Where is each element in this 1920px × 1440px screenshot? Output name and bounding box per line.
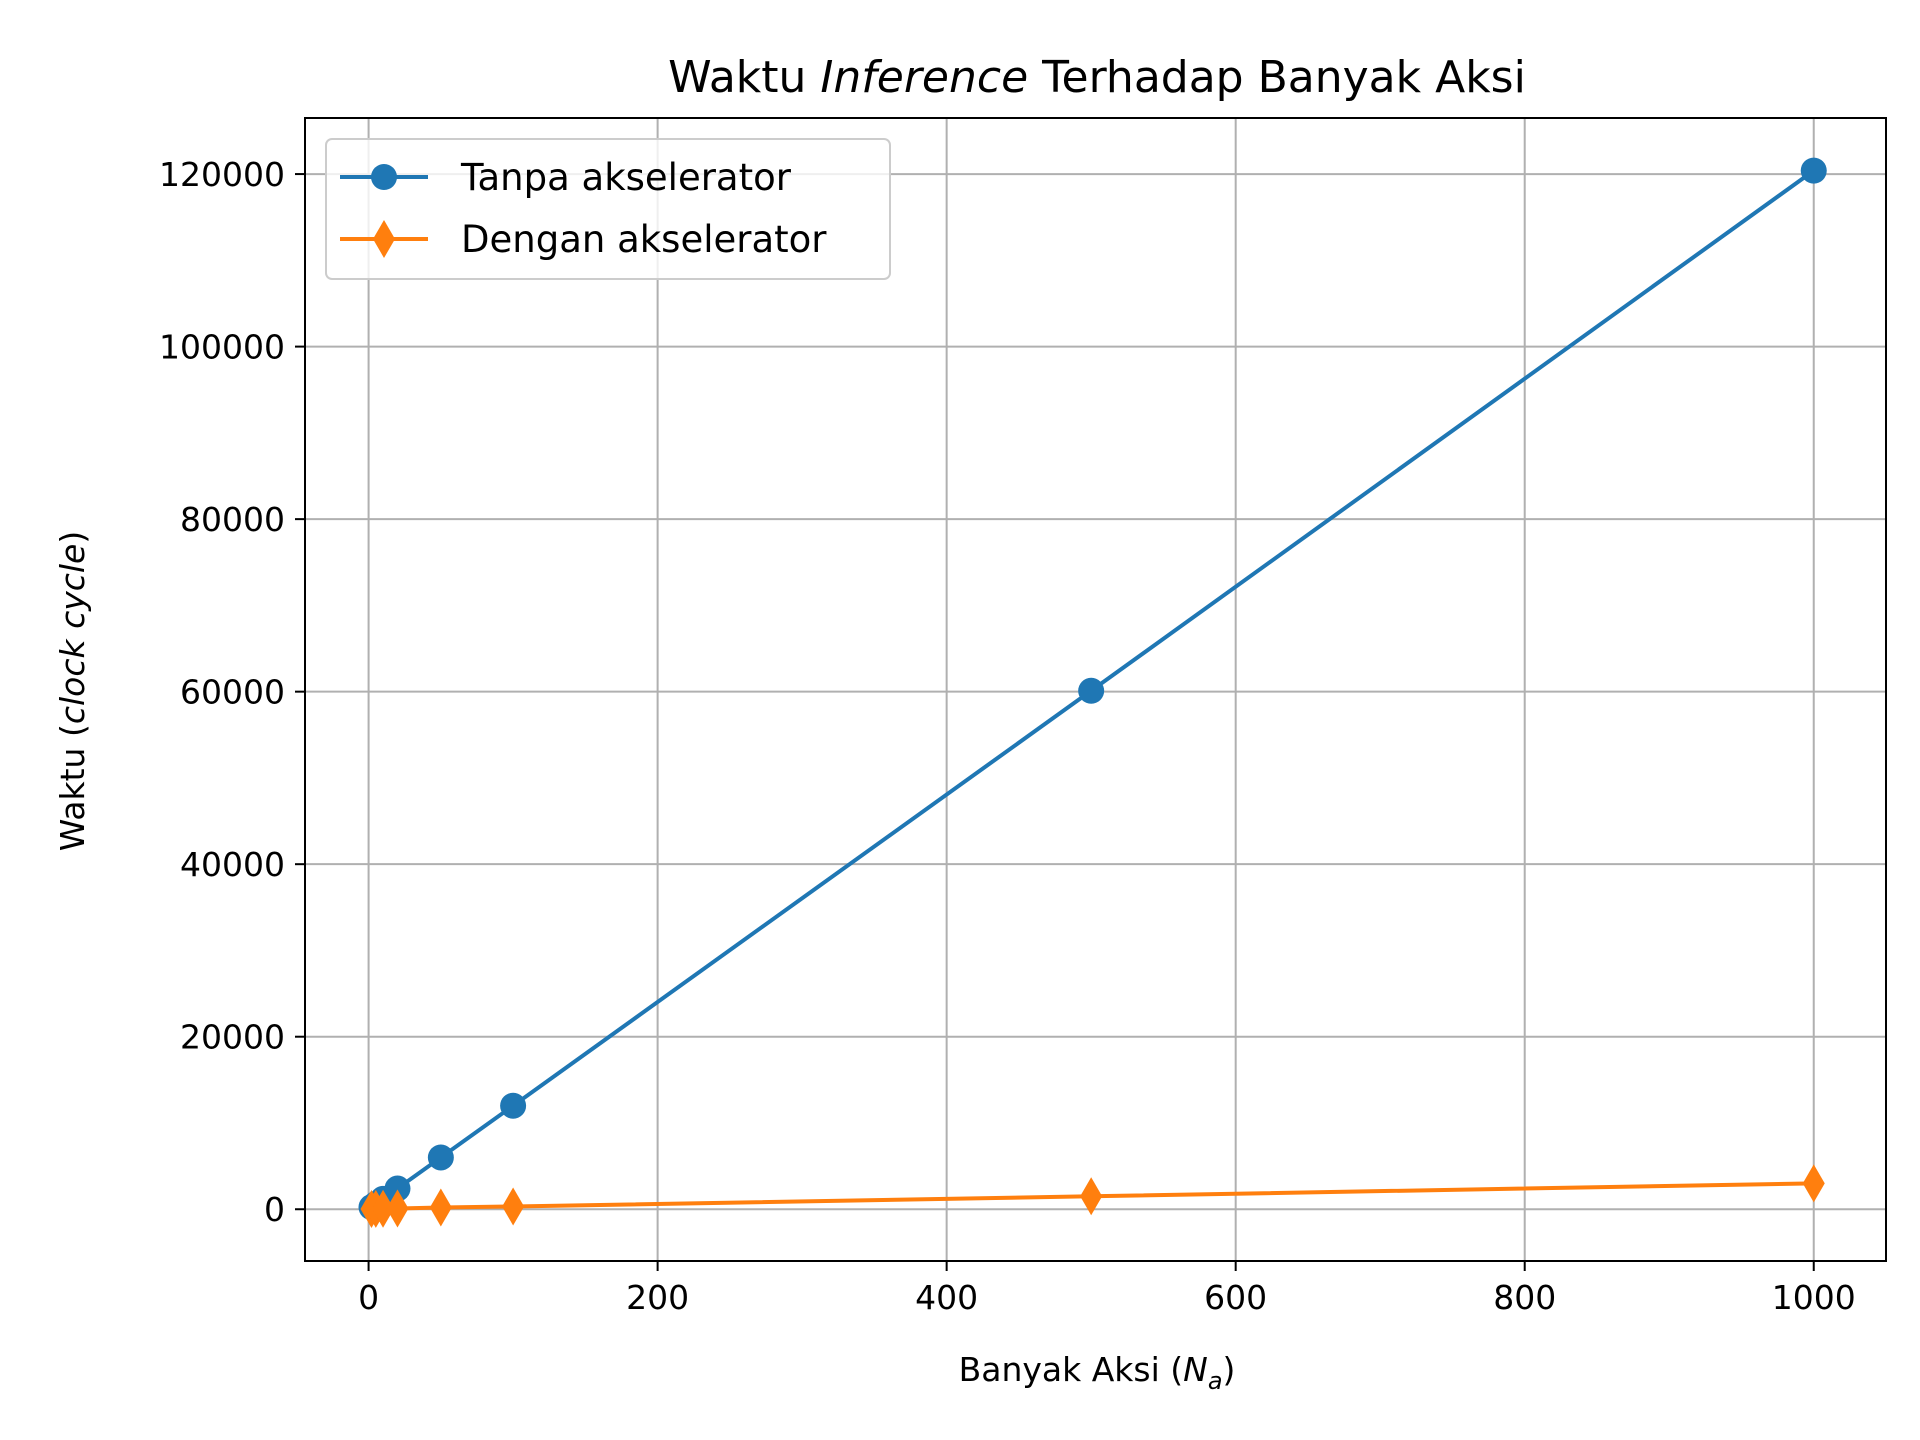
grid: [305, 118, 1886, 1261]
y-tick-label: 40000: [180, 845, 285, 884]
y-axis-ticks: 0 20000 40000 60000 80000 100000 120000: [159, 155, 305, 1229]
data-point: [386, 1189, 409, 1228]
x-tick-label: 1000: [1772, 1278, 1856, 1317]
data-point: [427, 1144, 454, 1171]
y-axis-label: Waktu (clock cycle): [53, 531, 92, 852]
data-point: [1802, 1164, 1825, 1203]
data-point: [372, 1189, 395, 1228]
data-point: [429, 1188, 452, 1227]
series-2: [360, 1164, 1825, 1228]
data-point: [384, 1175, 411, 1202]
x-tick-label: 0: [358, 1278, 379, 1317]
y-tick-label: 80000: [180, 500, 285, 539]
x-tick-label: 400: [915, 1278, 978, 1317]
data-point: [502, 1187, 525, 1226]
y-tick-label: 20000: [180, 1018, 285, 1057]
data-point: [500, 1092, 527, 1119]
data-point: [1080, 1177, 1103, 1216]
legend-label: Tanpa akselerator: [460, 156, 792, 199]
y-tick-label: 100000: [159, 328, 285, 367]
legend-marker: [371, 164, 397, 190]
axes-frame: [304, 117, 1887, 1262]
legend: Tanpa akselerator Dengan akselerator: [325, 138, 891, 280]
x-axis-ticks: 0 200 400 600 800 1000: [358, 1261, 1856, 1317]
data-point: [1078, 677, 1105, 704]
legend-label: Dengan akselerator: [461, 218, 827, 261]
legend-marker: [373, 220, 395, 258]
y-tick-label: 60000: [180, 673, 285, 712]
legend-item: Dengan akselerator: [340, 218, 827, 261]
x-tick-label: 200: [626, 1278, 689, 1317]
legend-item: Tanpa akselerator: [340, 156, 792, 199]
y-tick-label: 0: [264, 1190, 285, 1229]
x-tick-label: 600: [1204, 1278, 1267, 1317]
chart-title: Waktu Inference Terhadap Banyak Aksi: [668, 52, 1526, 103]
data-point: [1800, 157, 1827, 184]
x-tick-label: 800: [1493, 1278, 1556, 1317]
legend-box: [325, 138, 891, 280]
y-tick-label: 120000: [159, 155, 285, 194]
x-axis-label: Banyak Aksi (Na): [959, 1350, 1236, 1395]
series-layer: [358, 157, 1827, 1228]
